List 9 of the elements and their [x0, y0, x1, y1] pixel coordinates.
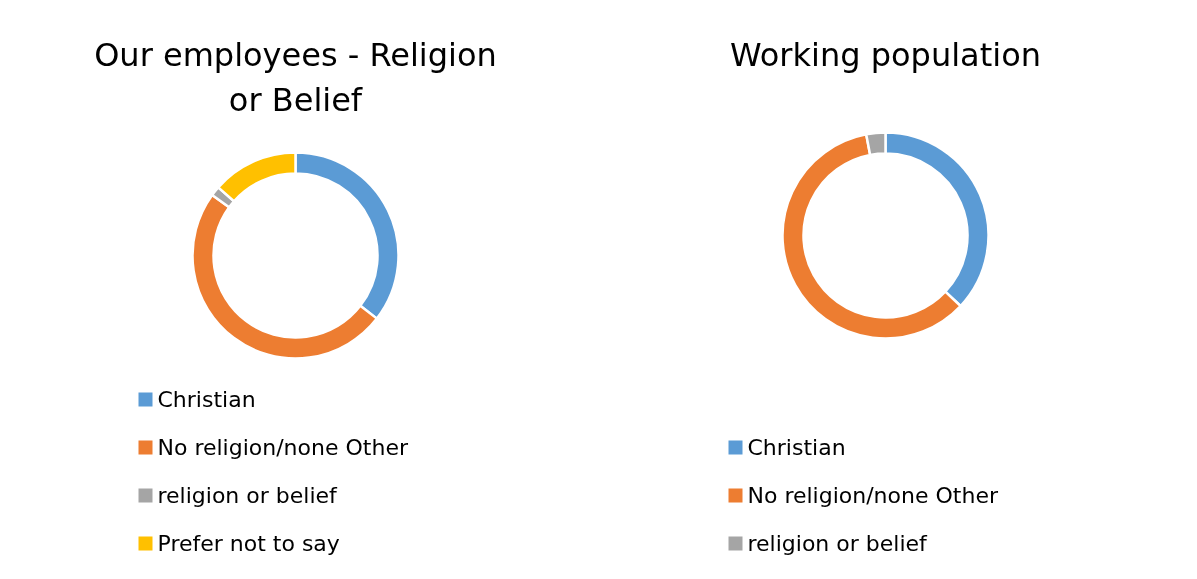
legend-label: Christian — [747, 435, 846, 460]
legend-label: Christian — [157, 387, 256, 412]
legend-label: religion or belief — [747, 531, 929, 556]
chart-title: Our employees - Religion or Belief — [94, 35, 497, 120]
legend-label: Prefer not to say — [157, 531, 340, 556]
legend-label: No religion/none Other — [157, 435, 409, 460]
chart-title: Working population — [730, 35, 1041, 74]
legend-label: No religion/none Other — [747, 483, 999, 508]
legend-label: religion or belief — [157, 483, 339, 508]
